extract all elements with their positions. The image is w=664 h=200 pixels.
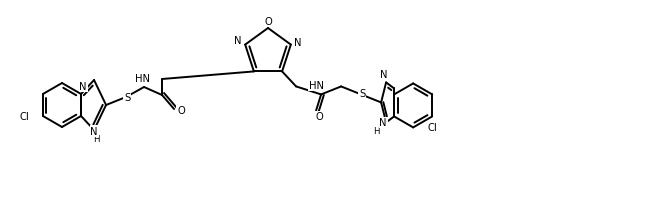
Text: N: N: [90, 126, 98, 136]
Text: Cl: Cl: [427, 123, 437, 133]
Text: N: N: [379, 118, 387, 128]
Text: Cl: Cl: [19, 111, 29, 121]
Text: O: O: [264, 17, 272, 27]
Text: O: O: [177, 105, 185, 115]
Text: N: N: [294, 37, 301, 47]
Text: S: S: [124, 93, 130, 102]
Text: HN: HN: [309, 81, 324, 91]
Text: N: N: [380, 70, 388, 80]
Text: HN: HN: [135, 74, 150, 84]
Text: H: H: [93, 135, 100, 144]
Text: N: N: [79, 82, 87, 92]
Text: S: S: [359, 89, 365, 99]
Text: N: N: [234, 35, 242, 45]
Text: H: H: [373, 126, 379, 135]
Text: O: O: [315, 112, 323, 122]
